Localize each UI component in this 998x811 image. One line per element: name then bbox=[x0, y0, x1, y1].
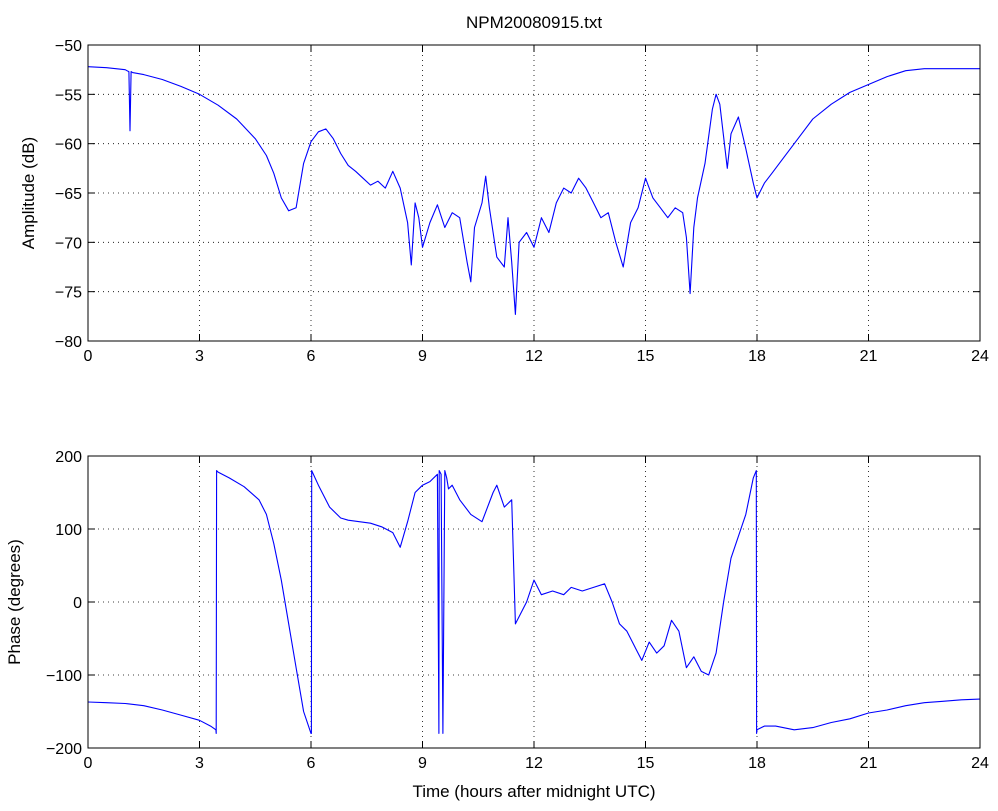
x-tick-label: 24 bbox=[971, 348, 989, 365]
series bbox=[87, 66, 980, 315]
chart-title: NPM20080915.txt bbox=[466, 13, 602, 32]
x-tick-label: 0 bbox=[84, 755, 93, 772]
series bbox=[87, 470, 981, 734]
x-tick-label: 21 bbox=[860, 348, 878, 365]
y-tick-label: −50 bbox=[55, 38, 82, 55]
y-axis-label: Amplitude (dB) bbox=[19, 137, 38, 249]
y-tick-label: −80 bbox=[55, 334, 82, 351]
x-tick-label: 24 bbox=[971, 755, 989, 772]
x-tick-label: 18 bbox=[748, 348, 766, 365]
y-tick-label: −60 bbox=[55, 137, 82, 154]
x-tick-label: 12 bbox=[525, 348, 543, 365]
series-line bbox=[87, 66, 980, 315]
x-tick-label: 0 bbox=[84, 348, 93, 365]
x-tick-label: 6 bbox=[307, 348, 316, 365]
x-tick-label: 15 bbox=[637, 348, 655, 365]
y-tick-label: 100 bbox=[55, 522, 82, 539]
x-tick-label: 18 bbox=[748, 755, 766, 772]
y-tick-label: −200 bbox=[46, 741, 82, 758]
x-tick-label: 12 bbox=[525, 755, 543, 772]
y-tick-label: 200 bbox=[55, 449, 82, 466]
series-line bbox=[87, 470, 981, 734]
y-tick-label: −100 bbox=[46, 668, 82, 685]
grid bbox=[88, 456, 980, 748]
x-tick-label: 3 bbox=[195, 348, 204, 365]
plot-border bbox=[87, 455, 981, 749]
phase-plot: 0 3 6 9 12 15 18 21 24 −200 −100 0 100 200 Phase (deg… bbox=[5, 449, 989, 801]
tick-labels: 0 3 6 9 12 15 18 21 24 −80 −75 −70 −65 −60 −55 −50 bbox=[55, 38, 989, 365]
x-tick-label: 6 bbox=[307, 755, 316, 772]
y-tick-label: 0 bbox=[73, 595, 82, 612]
y-tick-label: −55 bbox=[55, 87, 82, 104]
x-axis-label: Time (hours after midnight UTC) bbox=[412, 782, 655, 801]
x-tick-label: 15 bbox=[637, 755, 655, 772]
x-tick-label: 3 bbox=[195, 755, 204, 772]
x-tick-label: 9 bbox=[418, 755, 427, 772]
amplitude-plot: 0 3 6 9 12 15 18 21 24 −80 −75 −70 −65 −60 −55 −50 NPM2… bbox=[19, 13, 989, 365]
tick-labels: 0 3 6 9 12 15 18 21 24 −200 −100 0 100 200 bbox=[46, 449, 989, 772]
y-tick-label: −70 bbox=[55, 235, 82, 252]
y-tick-label: −65 bbox=[55, 186, 82, 203]
y-axis-label: Phase (degrees) bbox=[5, 539, 24, 665]
x-tick-label: 9 bbox=[418, 348, 427, 365]
x-tick-label: 21 bbox=[860, 755, 878, 772]
y-tick-label: −75 bbox=[55, 285, 82, 302]
plot-border bbox=[87, 44, 981, 342]
grid bbox=[88, 45, 980, 341]
